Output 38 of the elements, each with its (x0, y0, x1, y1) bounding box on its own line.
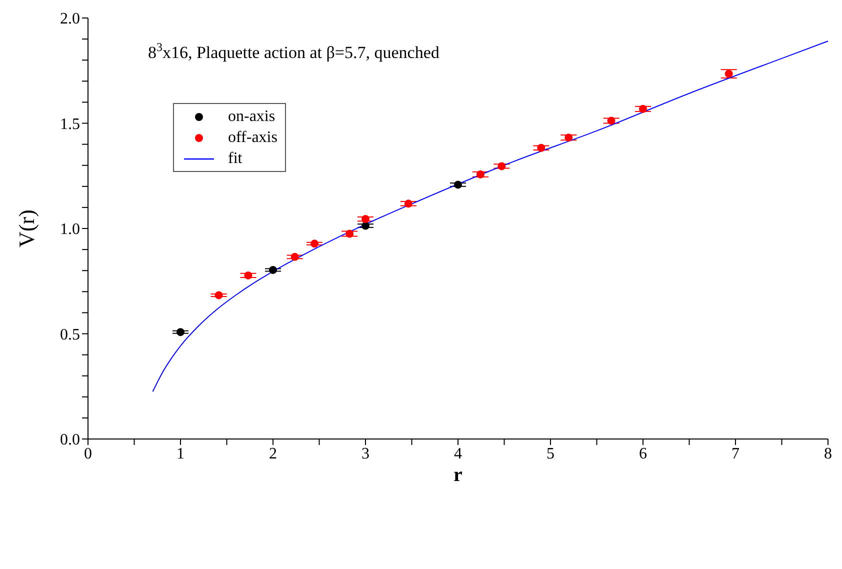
point (346, 230, 354, 238)
point (724, 70, 733, 78)
x-tick-label: 0 (84, 445, 92, 462)
y-tick-label: 0.5 (60, 326, 80, 344)
x-axis-title: r (454, 464, 463, 486)
point (476, 170, 484, 178)
point (607, 116, 616, 125)
y-axis-title: V(r) (14, 210, 39, 248)
point (362, 215, 370, 224)
point (362, 222, 370, 230)
y-tick-label: 2.0 (60, 10, 80, 28)
y-tick-label: 1.0 (60, 221, 80, 238)
point (498, 162, 506, 170)
point (537, 144, 546, 152)
point (564, 134, 573, 142)
x-tick-label: 1 (176, 445, 184, 462)
point (176, 328, 184, 336)
x-tick-label: 6 (639, 445, 647, 462)
y-tick-label: 0.0 (60, 432, 80, 449)
x-tick-label: 3 (362, 445, 370, 462)
point (404, 200, 412, 208)
point (269, 266, 277, 274)
legend-label: on-axis (228, 107, 276, 127)
point (214, 291, 223, 300)
point (290, 252, 299, 261)
text: 8$^{3}$x16, Plaquette action at β=5.7, quenched (148, 40, 440, 62)
x-tick-label: 7 (732, 445, 740, 462)
point (310, 240, 319, 248)
legend-label: off-axis (228, 128, 278, 148)
x-tick-label: 2 (269, 445, 277, 462)
x-tick-label: 4 (454, 445, 462, 462)
point (454, 180, 462, 189)
point (639, 104, 647, 113)
point (244, 271, 252, 280)
x-tick-label: 8 (824, 445, 832, 462)
legend-label: fit (228, 149, 242, 169)
y-tick-label: 1.5 (60, 116, 80, 133)
x-tick-label: 5 (546, 445, 554, 462)
